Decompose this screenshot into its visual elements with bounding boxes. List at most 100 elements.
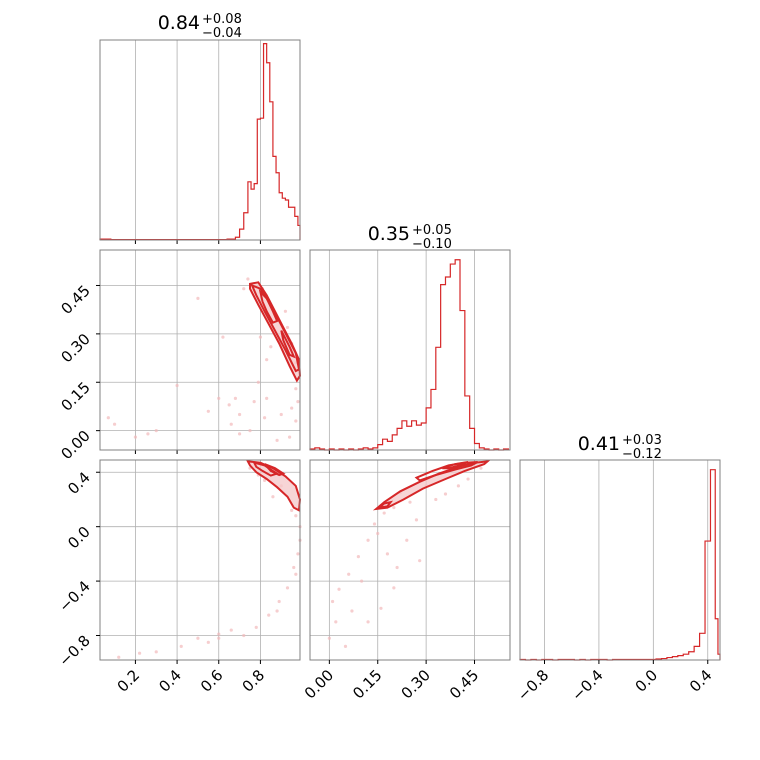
xticks-p1: 0.00 0.15 0.30 0.45 [301,660,482,702]
scatter-point-21 [343,644,348,648]
scatter-point-12 [196,296,200,300]
scatter-point-9 [269,345,273,349]
scatter-point-0 [246,277,250,281]
scatter-point-0 [296,552,300,556]
scatter-point-22 [233,396,238,400]
scatter-point-1 [292,565,296,570]
y-p1-tick-label-1: 0.15 [57,378,93,414]
scatter-point-28 [405,538,409,542]
title-p0-minus: −0.04 [202,26,242,41]
x-p1-tick-label-0: 0.00 [301,666,337,702]
scatter-point-30 [296,400,300,404]
scatter-point-19 [262,478,267,483]
grid-p2-vs-p0 [100,460,300,660]
scatter-point-19 [206,409,210,413]
hist-p1-step [309,259,509,451]
frame-hist-p0 [99,39,301,241]
scatter-point-29 [418,559,422,563]
scatter-point-35 [252,400,256,404]
scatter-point-11 [376,531,380,536]
marks-hist-p2 [519,469,721,661]
frame-p1-vs-p0 [99,249,301,451]
hist-p0-step [99,43,301,241]
scatter-point-24 [229,422,233,426]
scatter-point-3 [277,599,281,604]
scatter-point-12 [360,579,364,583]
xticks-p0: 0.2 0.4 0.6 0.8 [114,660,269,696]
yticks-p1-vs-p0: 0.00 0.15 0.30 0.45 [57,282,100,463]
scatter-point-15 [290,508,294,512]
panel-hist-p0: 0.84 +0.08 −0.04 [99,12,301,244]
scatter-point-23 [434,497,438,502]
scatter-point-4 [267,613,271,617]
scatter-point-29 [290,406,294,410]
scatter-point-12 [117,655,121,659]
scatter-point-26 [248,429,252,433]
x-p0-tick-label-0: 0.2 [114,666,144,696]
scatter-point-15 [392,586,396,590]
grid-p2-vs-p1 [310,460,510,660]
contour-level-2 [258,288,279,324]
contour-level-1 [414,461,479,482]
scatter-point-0 [330,599,335,604]
y-p1-tick-label-3: 0.45 [57,282,93,318]
y-p2-tick-label-0: −0.8 [55,632,93,670]
grid-p1-vs-p0 [100,250,300,454]
contour-level-2 [263,463,286,477]
scatter-point-33 [275,438,279,442]
scatter-point-20 [271,495,275,499]
scatter-point-27 [443,492,448,496]
marks-hist-p1 [309,259,509,451]
scatter-point-22 [275,609,279,613]
hist-p2-step [519,469,721,661]
scatter-p2-vs-p1 [327,466,483,648]
panel-hist-p1: 0.35 +0.05 −0.10 [309,223,511,454]
x-p0-tick-label-2: 0.6 [197,666,227,696]
contours-p1-vs-p0 [249,281,302,383]
contours-p2-vs-p1 [372,460,491,511]
scatter-point-25 [466,477,470,481]
scatter-point-23 [294,572,298,576]
scatter-point-32 [287,435,292,439]
scatter-point-11 [137,651,142,655]
title-p1-plus: +0.05 [412,223,452,238]
scatter-point-26 [196,636,200,640]
scatter-p1-vs-p0 [106,277,300,442]
x-p2-tick-label-2: 0.0 [632,666,662,696]
scatter-point-8 [408,500,412,504]
frame-p2-vs-p0 [99,459,301,661]
scatter-p2-vs-p0 [117,466,302,659]
frame-hist-p1 [309,249,511,451]
scatter-point-8 [206,640,210,644]
scatter-point-20 [327,636,331,640]
scatter-point-11 [221,335,225,339]
scatter-point-3 [356,554,360,559]
title-p2-minus: −0.12 [622,447,662,462]
scatter-point-13 [366,620,370,624]
title-p2-value: 0.41 [578,433,620,455]
scatter-point-19 [334,620,338,624]
scatter-point-5 [254,625,258,629]
contour-level-3 [280,330,296,359]
scatter-point-17 [112,422,117,426]
scatter-point-10 [154,650,158,654]
y-p2-tick-label-1: −0.4 [55,577,93,615]
scatter-point-1 [337,587,341,591]
x-p0-tick-label-3: 0.8 [239,666,269,696]
x-p1-tick-label-1: 0.15 [349,666,385,702]
x-p0-tick-label-1: 0.4 [155,666,185,696]
scatter-point-21 [227,403,231,407]
panel-p1-vs-p0: 0.00 0.15 0.30 0.45 [57,249,302,463]
y-p2-tick-label-2: 0.0 [64,523,94,553]
scatter-point-25 [237,432,242,436]
x-p2-tick-label-3: 0.4 [686,666,716,696]
scatter-point-7 [217,636,221,640]
panel-hist-p2: −0.8 −0.4 0.0 0.4 0.41 +0.03 −0.12 [514,433,721,705]
x-p1-tick-label-3: 0.45 [446,666,482,702]
contour-level-0 [372,460,491,511]
frame-p2-vs-p1 [309,459,511,661]
scatter-point-14 [154,429,158,433]
scatter-point-26 [479,466,483,470]
contour-level-3 [376,500,394,510]
title-p2-plus: +0.03 [622,433,662,448]
